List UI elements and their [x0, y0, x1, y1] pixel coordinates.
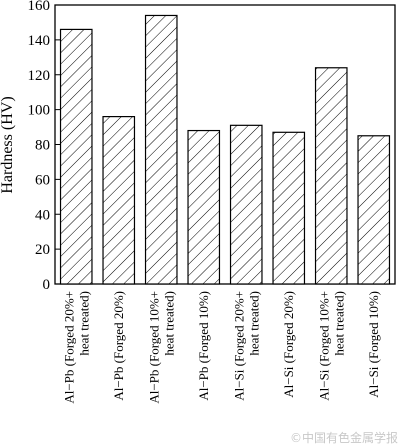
y-tick-label: 100	[28, 103, 51, 119]
bar	[59, 28, 93, 285]
x-tick-label: Al−Pb (Forged 20%)	[111, 291, 126, 401]
x-tick-label: Al−Si (Forged 10%)	[366, 291, 381, 398]
y-tick-label: 120	[28, 68, 51, 84]
bar	[357, 135, 391, 285]
bar	[102, 115, 136, 285]
x-tick-label: heat treated)	[161, 291, 176, 356]
bar	[272, 131, 306, 285]
x-tick-label: Al−Pb (Forged 10%+	[146, 291, 161, 404]
y-tick-label: 0	[43, 277, 51, 293]
y-tick-label: 60	[35, 172, 50, 188]
y-tick-label: 20	[35, 242, 50, 258]
x-tick-label: Al−Si (Forged 20%+	[231, 291, 246, 401]
x-axis-labels: Al−Pb (Forged 20%+ heat treated) Al−Pb (Fo…	[61, 291, 381, 404]
y-tick-label: 160	[28, 0, 51, 14]
y-tick-label: 40	[35, 207, 50, 223]
bar	[314, 67, 348, 285]
x-tick-label: heat treated)	[246, 291, 261, 356]
watermark: ©中国有色金属学报	[290, 430, 398, 445]
y-tick-label: 140	[28, 33, 51, 49]
x-tick-label: Al−Pb (Forged 10%)	[196, 291, 211, 401]
bar	[144, 14, 178, 285]
bars	[59, 14, 391, 285]
x-tick-label: Al−Si (Forged 10%+	[316, 291, 331, 401]
bar	[187, 129, 221, 285]
y-tick-label: 80	[35, 138, 50, 154]
y-axis: 0 20 40 60 80 100 120 140 160	[28, 0, 60, 293]
y-axis-label: Hardness (HV)	[0, 96, 16, 193]
x-tick-label: Al−Pb (Forged 20%+	[61, 291, 76, 404]
x-tick-label: heat treated)	[76, 291, 91, 356]
x-tick-label: Al−Si (Forged 20%)	[281, 291, 296, 398]
x-tick-label: heat treated)	[331, 291, 346, 356]
bar	[229, 124, 263, 285]
